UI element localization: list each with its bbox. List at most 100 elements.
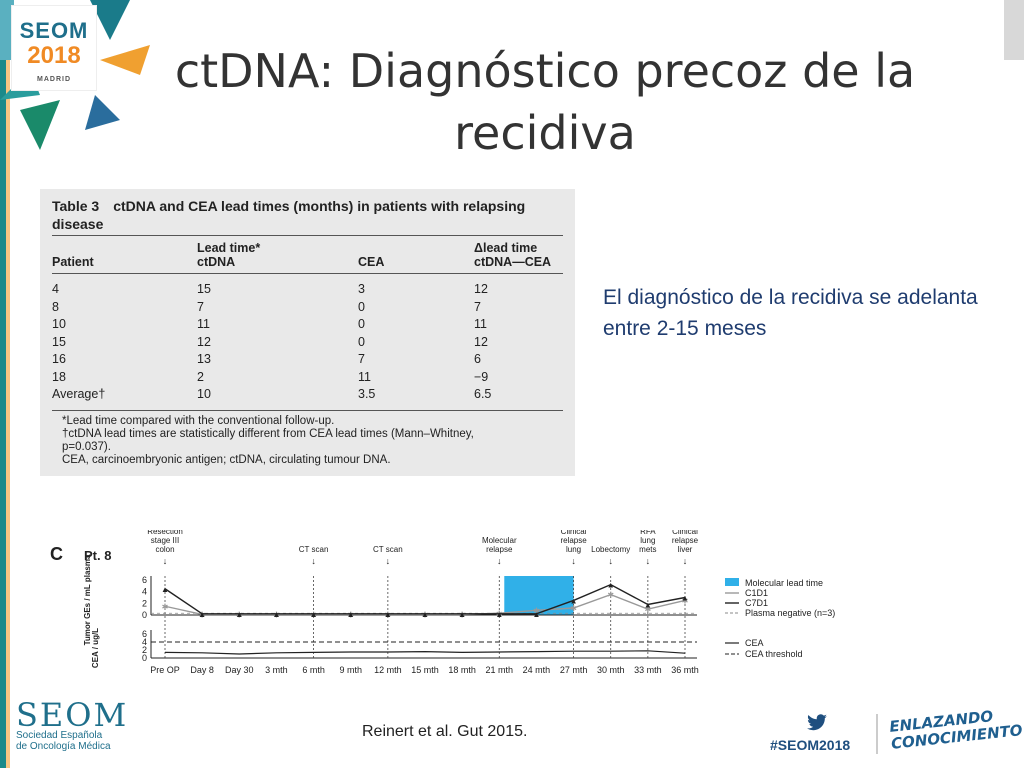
legend-label-c1d1: C1D1 — [745, 588, 768, 598]
event-label: relapse — [672, 536, 699, 545]
table-cell-cea: 3 — [358, 282, 365, 296]
table-cell-ctdna: 7 — [197, 299, 204, 314]
table-caption-text: ctDNA and CEA lead times (months) in pat… — [52, 198, 526, 232]
xtick-label: 6 mth — [302, 665, 325, 675]
left-decor-rail-accent — [6, 0, 10, 768]
left-decor-rail — [0, 0, 6, 768]
series-point-c1d1: ✱ — [236, 610, 243, 619]
event-arrow-icon: ↓ — [497, 556, 502, 566]
event-label: CT scan — [373, 545, 403, 554]
xtick-label: 33 mth — [634, 665, 662, 675]
hashtag: #SEOM2018 — [770, 737, 851, 753]
table-footnote-4: CEA, carcinoembryonic antigen; ctDNA, ci… — [62, 454, 391, 466]
event-arrow-icon: ↓ — [646, 556, 651, 566]
lead-time-table: Table 3 ctDNA and CEA lead times (months)… — [40, 189, 575, 476]
summary-text: El diagnóstico de la recidiva se adelant… — [603, 286, 978, 340]
event-label: Resection — [147, 530, 183, 536]
col-header-delta: Δlead time — [474, 241, 538, 255]
table-cell-patient: 18 — [52, 369, 66, 384]
event-label: relapse — [486, 545, 513, 554]
table-cell-delta: 6.5 — [474, 387, 492, 401]
slogan: ENLAZANDO CONOCIMIENTO — [888, 705, 1023, 753]
series-line-cea — [164, 650, 686, 655]
series-point-c7d1: ▲ — [495, 610, 503, 619]
event-label: Molecular — [482, 536, 517, 545]
table-cell-cea: 7 — [358, 352, 365, 366]
series-point-c7d1: ▲ — [644, 601, 652, 610]
xtick-label: 36 mth — [671, 665, 699, 675]
xtick-label: 15 mth — [411, 665, 439, 675]
event-label: CT scan — [299, 545, 329, 554]
series-point-c7d1: ▲ — [458, 610, 466, 619]
logo-city-text: MADRID — [37, 76, 71, 83]
event-label: relapse — [560, 536, 587, 545]
xtick-label: 3 mth — [265, 665, 288, 675]
series-point-c1d1: ✱ — [459, 610, 466, 619]
event-arrow-icon: ↓ — [163, 556, 168, 566]
series-point-c1d1: ✱ — [310, 610, 317, 619]
table-label: Table 3 — [52, 198, 100, 214]
table-cell-cea: 0 — [358, 317, 365, 331]
table-cell-ctdna: 12 — [197, 334, 211, 349]
series-point-c7d1: ▲ — [681, 594, 689, 603]
logo-year-text: 2018 — [27, 42, 81, 69]
event-label: liver — [678, 545, 693, 554]
legend-label-cea: CEA — [745, 638, 764, 648]
series-point-c7d1: ▲ — [272, 610, 280, 619]
event-label: lung — [566, 545, 581, 554]
table-cell-delta: 6 — [474, 352, 481, 366]
xtick-label: 21 mth — [486, 665, 514, 675]
top-ytick-label: 4 — [142, 587, 147, 597]
event-label: lung — [640, 536, 655, 545]
event-label: stage III — [151, 536, 179, 545]
table-cell-patient: 4 — [52, 282, 59, 296]
bottom-ytick-label: 4 — [142, 637, 147, 647]
series-point-c1d1: ✱ — [422, 610, 429, 619]
table-cell-ctdna: 2 — [197, 369, 204, 384]
xtick-label: Day 30 — [225, 665, 254, 675]
table-cell-delta: −9 — [474, 369, 489, 384]
bottom-ytick-label: 6 — [142, 629, 147, 639]
seom-footer-line1: Sociedad Española — [16, 730, 103, 741]
event-label: Clinical — [672, 530, 698, 536]
table-caption: Table 3 ctDNA and CEA lead times (months)… — [52, 197, 552, 233]
table-rule-top — [52, 235, 563, 236]
table-cell-patient: 15 — [52, 334, 66, 349]
col-header-leadtime: Lead time* — [197, 241, 261, 255]
legend-label-cea-thr: CEA threshold — [745, 649, 803, 659]
series-point-c7d1: ▲ — [607, 581, 615, 590]
table-rule-bottom — [52, 410, 563, 411]
table-cell-cea: 11 — [358, 369, 371, 384]
series-point-c1d1: ✱ — [162, 602, 169, 611]
bottom-ylabel: CEA / ug/L — [91, 628, 100, 668]
xtick-label: 18 mth — [448, 665, 476, 675]
event-label: Lobectomy — [591, 545, 630, 554]
series-point-c7d1: ▲ — [161, 585, 169, 594]
table-cell-ctdna: 10 — [197, 387, 211, 401]
series-point-c7d1: ▲ — [532, 610, 540, 619]
top-ytick-label: 0 — [142, 610, 147, 620]
event-label: colon — [155, 545, 174, 554]
logo-seom-text: SEOM — [19, 18, 89, 43]
series-point-c1d1: ✱ — [533, 606, 540, 615]
series-point-c1d1: ✱ — [682, 596, 689, 605]
chart-patient-label: Pt. 8 — [84, 548, 111, 563]
chart-panel-label: C — [50, 544, 63, 564]
xtick-label: 27 mth — [560, 665, 588, 675]
series-point-c7d1: ▲ — [198, 610, 206, 619]
table-cell-delta: 12 — [474, 282, 488, 296]
col-header-patient: Patient — [52, 255, 94, 269]
top-ytick-label: 2 — [142, 598, 147, 608]
event-label: Clinical — [561, 530, 587, 536]
table-cell-delta: 7 — [474, 299, 481, 314]
col-header-delta-sub: ctDNA—CEA — [474, 255, 552, 269]
seom-footer-name: SEOM — [16, 696, 129, 734]
event-label: RFA — [640, 530, 656, 536]
series-point-c7d1: ▲ — [384, 610, 392, 619]
series-point-c7d1: ▲ — [570, 596, 578, 605]
citation: Reinert et al. Gut 2015. — [362, 723, 528, 740]
series-line-c7d1 — [164, 583, 686, 615]
series-point-c1d1: ✱ — [607, 591, 614, 600]
series-point-c1d1: ✱ — [645, 605, 652, 614]
seom-footer-line2: de Oncología Médica — [16, 741, 111, 752]
